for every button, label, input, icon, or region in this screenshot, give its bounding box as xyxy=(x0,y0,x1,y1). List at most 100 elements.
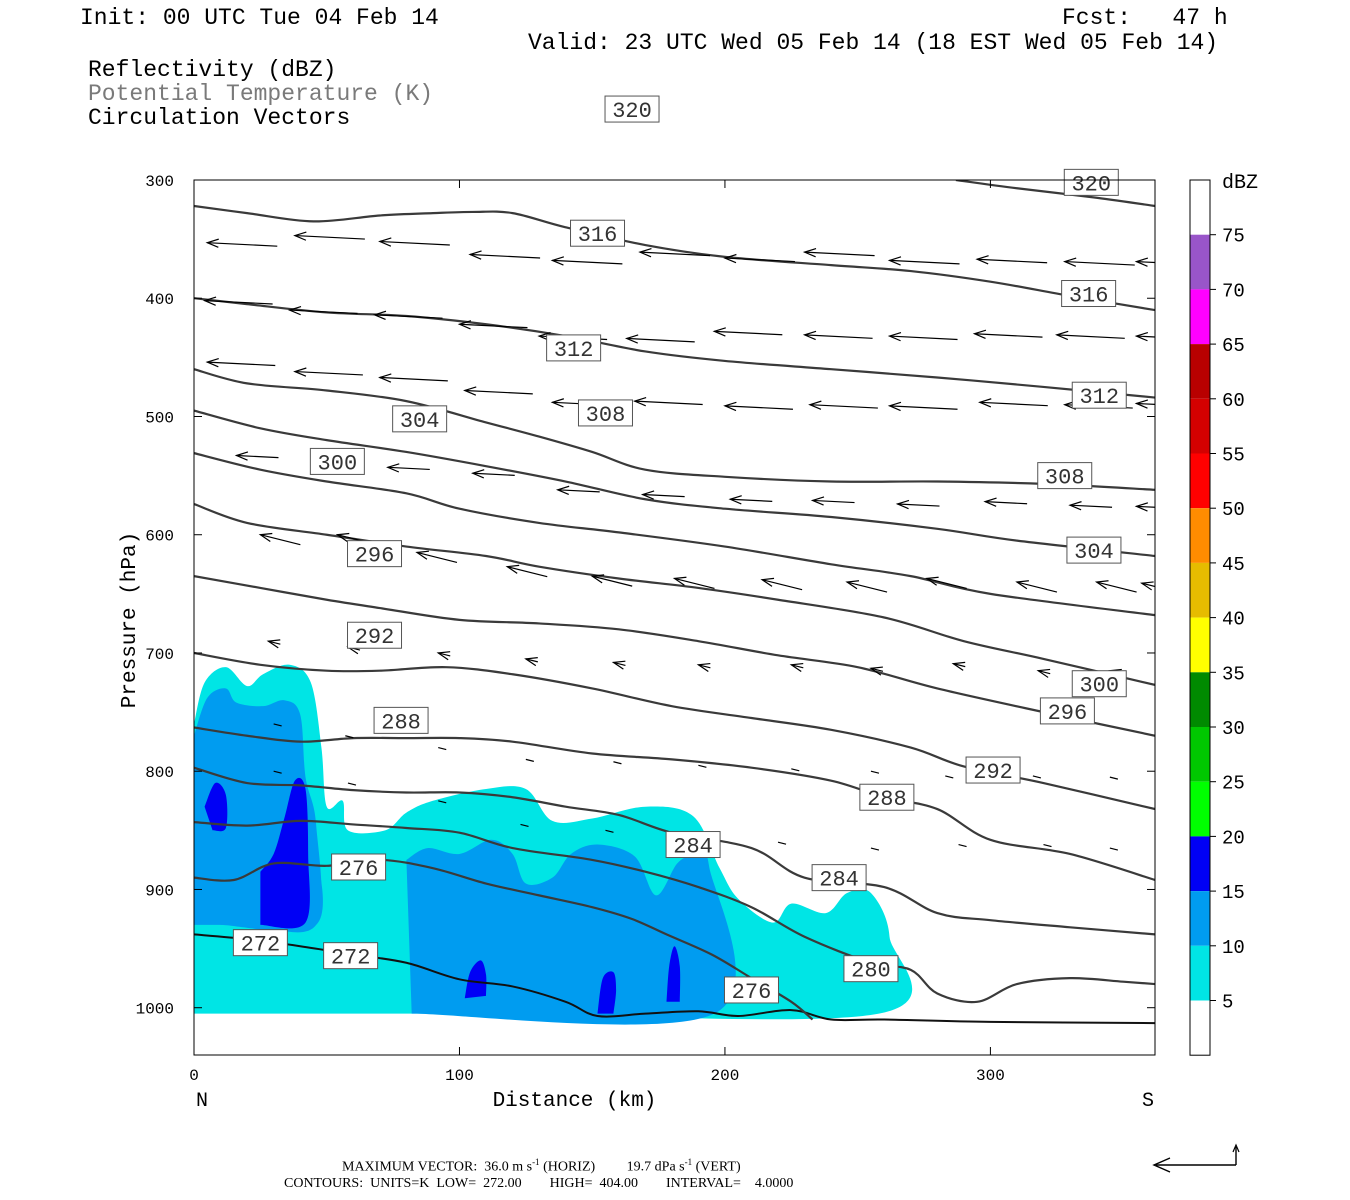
circulation-vector xyxy=(592,575,633,587)
vector-head xyxy=(415,550,429,560)
y-tick-label: 700 xyxy=(145,646,174,664)
circulation-vector xyxy=(870,770,880,774)
theta-label-box xyxy=(1066,536,1122,564)
circulation-vector xyxy=(557,489,600,493)
colorbar-label: 60 xyxy=(1222,390,1245,412)
colorbar-label: 65 xyxy=(1222,335,1245,357)
vector-head xyxy=(205,357,219,368)
theta-contour-288 xyxy=(194,726,1155,882)
north-label: N xyxy=(196,1090,208,1113)
vector-head xyxy=(723,401,737,412)
circulation-vector xyxy=(379,376,448,382)
circulation-vector xyxy=(809,404,878,409)
colorbar-label: 10 xyxy=(1222,937,1245,959)
circulation-vector xyxy=(1096,581,1137,593)
theta-label-box xyxy=(665,831,721,859)
colorbar-segment xyxy=(1190,617,1210,673)
circulation-vector xyxy=(926,577,967,590)
reflectivity-area-15 xyxy=(464,960,487,999)
init-time: Init: 00 UTC Tue 04 Feb 14 xyxy=(80,5,439,31)
circulation-vector xyxy=(294,234,365,240)
colorbar-segment xyxy=(1190,289,1210,345)
circulation-vector xyxy=(1136,335,1155,338)
colorbar-segment xyxy=(1190,945,1210,1001)
circulation-vector xyxy=(552,259,623,265)
circulation-vector xyxy=(1038,670,1051,675)
circulation-vector xyxy=(438,652,451,657)
y-tick-label: 900 xyxy=(145,882,174,900)
circulation-vector xyxy=(1070,504,1113,508)
theta-contour-308 xyxy=(194,409,1155,558)
vector-head xyxy=(550,398,565,408)
circulation-vector xyxy=(207,361,276,367)
theta-label-box xyxy=(347,621,403,649)
theta-label-box xyxy=(373,706,429,734)
circulation-vector xyxy=(804,251,875,257)
reflectivity-area-15 xyxy=(666,946,681,1002)
plot-frame xyxy=(193,179,1156,1056)
theta-contour-316 xyxy=(194,297,1155,399)
vector-head xyxy=(887,401,902,412)
vector-head xyxy=(378,373,392,383)
x-tick-label: 0 xyxy=(189,1067,199,1085)
circulation-vector xyxy=(791,768,800,772)
vector-head xyxy=(293,367,307,377)
colorbar-segment xyxy=(1190,727,1210,782)
circulation-vector xyxy=(1032,775,1042,779)
colorbar-label: 30 xyxy=(1222,718,1245,740)
y-tick-label: 1000 xyxy=(136,1001,174,1019)
circulation-vector xyxy=(289,309,358,315)
colorbar-segment xyxy=(1190,180,1210,235)
field-vectors-label: Circulation Vectors xyxy=(88,105,351,131)
theta-contour-top xyxy=(955,180,1155,208)
vector-head xyxy=(234,451,249,461)
vector-head xyxy=(372,310,387,321)
theta-label-box xyxy=(965,756,1021,784)
theta-label-box xyxy=(1063,168,1119,196)
colorbar-segment xyxy=(1190,836,1210,892)
theta-label-304: 304 xyxy=(400,409,440,434)
vector-head xyxy=(624,334,639,344)
vector-head xyxy=(802,248,817,258)
theta-label-288: 288 xyxy=(381,710,421,735)
circulation-vector xyxy=(777,841,787,845)
vector-head xyxy=(869,666,883,676)
theta-label-312: 312 xyxy=(1079,385,1119,410)
vector-head xyxy=(723,253,737,264)
vector-head xyxy=(887,256,902,266)
vector-head xyxy=(845,580,860,590)
circulation-vector xyxy=(525,658,538,663)
x-axis-label: Distance (km) xyxy=(493,1090,657,1113)
theta-label-box xyxy=(323,942,379,970)
circulation-vector xyxy=(804,334,873,339)
circulation-vector xyxy=(1136,505,1155,508)
theta-label-box xyxy=(859,783,915,811)
theta-label-288: 288 xyxy=(867,787,907,812)
colorbar-segment xyxy=(1190,398,1210,454)
forecast-hour: Fcst: 47 h xyxy=(1062,5,1228,31)
vector-head xyxy=(550,256,565,266)
circulation-vector xyxy=(977,258,1048,264)
y-tick-label: 500 xyxy=(145,409,174,427)
circulation-vector xyxy=(724,257,795,263)
colorbar-label: 45 xyxy=(1222,554,1245,576)
theta-label-box xyxy=(546,334,602,362)
circulation-vector xyxy=(1141,582,1155,588)
theta-label-292: 292 xyxy=(355,625,395,650)
reflectivity-area-10 xyxy=(406,839,736,1025)
theta-label-300: 300 xyxy=(1079,674,1119,699)
theta-label-280: 280 xyxy=(851,959,891,984)
theta-label-308: 308 xyxy=(586,403,626,428)
circulation-vector xyxy=(889,335,958,341)
theta-label-276: 276 xyxy=(339,857,379,882)
colorbar-segment xyxy=(1190,1000,1210,1056)
colorbar-segment xyxy=(1190,672,1210,727)
circulation-vector xyxy=(1056,334,1125,339)
colorbar-segment xyxy=(1190,562,1210,618)
vector-head xyxy=(202,296,217,306)
theta-contour-304 xyxy=(194,452,1155,617)
colorbar-label: 40 xyxy=(1222,609,1245,631)
theta-label-296: 296 xyxy=(1048,701,1088,726)
vector-head xyxy=(266,639,281,649)
colorbar-label: 5 xyxy=(1222,992,1233,1014)
